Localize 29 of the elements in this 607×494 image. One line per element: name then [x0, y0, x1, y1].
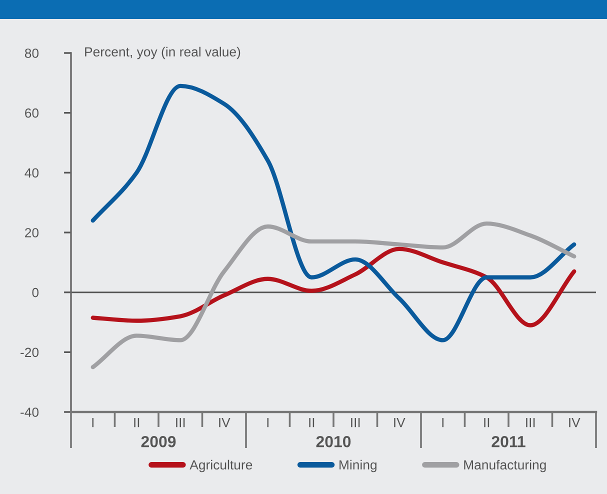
y-axis-title: Percent, yoy (in real value)	[85, 46, 240, 60]
x-tick-label: IV	[569, 418, 580, 428]
y-tick-label: 40	[24, 168, 39, 178]
x-tick-label: II	[484, 418, 490, 428]
legend-label: Agriculture	[190, 460, 252, 472]
y-tick-label: 0	[32, 288, 39, 298]
y-tick-label: 60	[25, 108, 39, 118]
line-series	[90, 84, 576, 342]
x-tick-label: II	[309, 418, 314, 428]
y-tick-label: 80	[24, 48, 39, 58]
legend-label: Mining	[340, 460, 376, 472]
legend-label: Manufacturing	[464, 460, 546, 472]
x-tick-label: I	[442, 418, 444, 428]
y-tick-label: -40	[20, 408, 39, 417]
x-tick-label: I	[267, 418, 268, 428]
line-series	[90, 246, 576, 328]
x-tick-label: III	[176, 418, 185, 428]
text: 2009	[141, 436, 176, 448]
x-tick-label: IV	[394, 418, 406, 428]
x-tick-label: III	[351, 418, 360, 428]
y-tick-label: -20	[20, 348, 39, 358]
x-tick-label: III	[526, 418, 535, 428]
x-tick-label: I	[92, 418, 94, 428]
text: 2010	[316, 436, 351, 448]
x-tick-label: IV	[219, 418, 230, 428]
x-tick-label: II	[134, 418, 140, 428]
line-series	[90, 221, 576, 370]
y-tick-label: 20	[25, 228, 39, 238]
text: 2011	[492, 436, 526, 448]
